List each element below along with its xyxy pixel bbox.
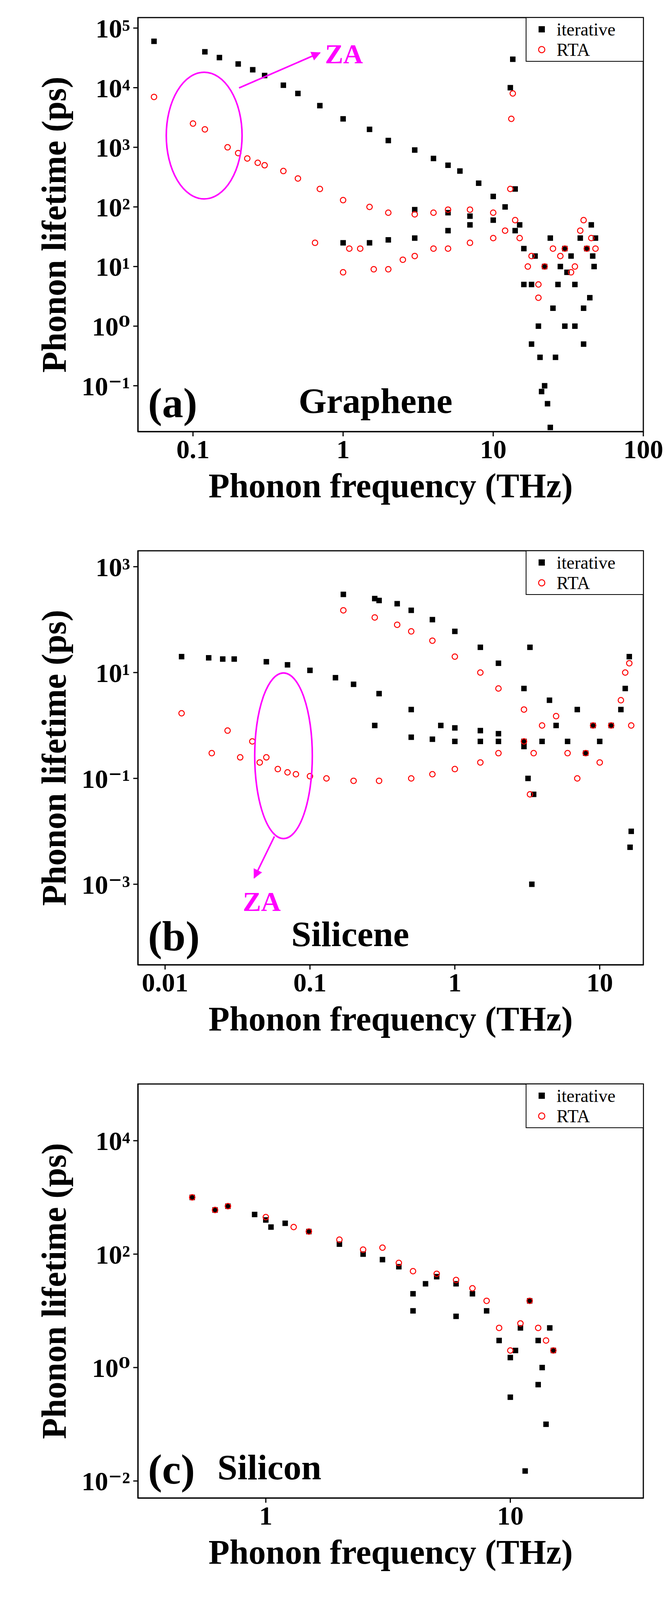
svg-text:10: 10 [586, 968, 613, 998]
svg-text:(a): (a) [148, 379, 198, 427]
svg-text:10⁵: 10⁵ [95, 13, 131, 44]
svg-text:Silicon: Silicon [217, 1448, 322, 1488]
svg-text:0.01: 0.01 [141, 968, 189, 998]
svg-text:10⁻¹: 10⁻¹ [81, 764, 131, 795]
svg-text:100: 100 [623, 434, 663, 465]
svg-text:Phonon lifetime (ps): Phonon lifetime (ps) [35, 610, 74, 907]
svg-text:Phonon lifetime (ps): Phonon lifetime (ps) [35, 76, 74, 373]
svg-text:ZA: ZA [242, 887, 282, 918]
svg-text:Phonon frequency (THz): Phonon frequency (THz) [208, 1534, 573, 1572]
svg-text:1: 1 [259, 1501, 273, 1532]
svg-text:Phonon lifetime (ps): Phonon lifetime (ps) [35, 1143, 74, 1440]
svg-text:Phonon frequency (THz): Phonon frequency (THz) [208, 1000, 573, 1039]
svg-text:10³: 10³ [95, 552, 131, 583]
svg-text:10⁰: 10⁰ [91, 311, 131, 342]
svg-text:RTA: RTA [556, 39, 591, 60]
svg-text:10¹: 10¹ [95, 658, 131, 689]
svg-text:(c): (c) [148, 1446, 196, 1494]
svg-text:iterative: iterative [556, 19, 616, 40]
svg-text:RTA: RTA [556, 573, 591, 594]
svg-text:(b): (b) [148, 913, 200, 961]
svg-text:1: 1 [336, 434, 350, 465]
svg-text:iterative: iterative [556, 1086, 616, 1107]
svg-text:iterative: iterative [556, 553, 616, 573]
svg-text:1: 1 [448, 968, 462, 998]
svg-text:10⁻³: 10⁻³ [81, 870, 131, 901]
svg-text:Silicene: Silicene [291, 914, 410, 955]
svg-text:10⁴: 10⁴ [95, 1126, 131, 1157]
svg-text:RTA: RTA [556, 1106, 591, 1127]
svg-text:10: 10 [497, 1501, 524, 1532]
svg-text:10⁻¹: 10⁻¹ [81, 371, 131, 402]
svg-text:10⁴: 10⁴ [95, 73, 131, 104]
svg-text:10²: 10² [95, 1240, 131, 1271]
svg-text:10²: 10² [95, 192, 131, 223]
svg-text:10⁻²: 10⁻² [81, 1467, 131, 1497]
svg-text:Graphene: Graphene [298, 381, 453, 421]
svg-text:10³: 10³ [95, 132, 131, 163]
svg-text:Phonon frequency (THz): Phonon frequency (THz) [208, 467, 573, 505]
svg-text:10: 10 [479, 434, 507, 465]
svg-text:0.1: 0.1 [293, 968, 327, 998]
svg-text:10⁰: 10⁰ [91, 1353, 131, 1384]
svg-text:ZA: ZA [324, 39, 364, 70]
svg-text:0.1: 0.1 [176, 434, 210, 465]
svg-text:10¹: 10¹ [95, 252, 131, 282]
